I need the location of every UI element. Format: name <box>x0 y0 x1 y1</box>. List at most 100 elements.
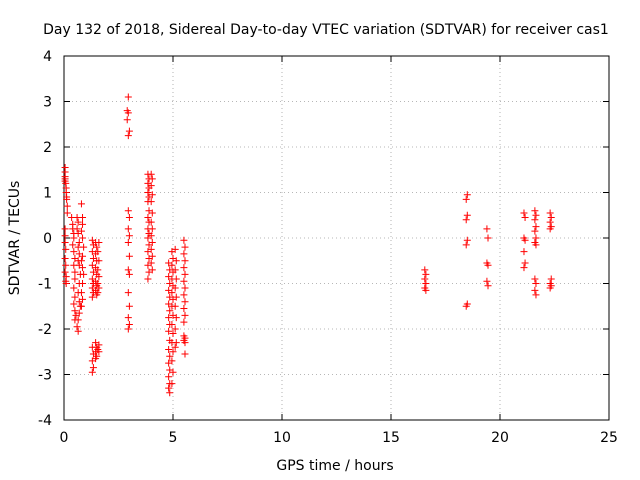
data-point <box>172 339 180 347</box>
data-point <box>180 264 188 272</box>
data-point <box>169 368 177 376</box>
data-point <box>148 225 156 233</box>
x-tick-label: 15 <box>382 430 400 446</box>
data-point <box>484 261 492 269</box>
data-point <box>125 302 133 310</box>
data-point <box>62 245 70 253</box>
y-tick-label: -2 <box>38 322 52 338</box>
data-point <box>166 352 174 360</box>
data-point <box>462 216 470 224</box>
data-point <box>79 220 87 228</box>
data-point <box>124 93 132 101</box>
data-point <box>547 214 555 222</box>
data-point <box>77 257 85 265</box>
axis-ticks <box>63 55 610 421</box>
data-point <box>180 236 188 244</box>
data-point <box>531 275 539 283</box>
x-tick-label: 25 <box>600 430 618 446</box>
data-point <box>148 175 156 183</box>
data-point <box>421 266 429 274</box>
data-point <box>168 289 176 297</box>
data-point <box>80 243 88 251</box>
data-point <box>165 373 173 381</box>
data-point <box>421 275 429 283</box>
data-point <box>70 284 78 292</box>
data-point <box>74 327 82 335</box>
data-point <box>172 314 180 322</box>
data-point <box>532 291 540 299</box>
data-point <box>148 209 156 217</box>
data-point <box>144 189 152 196</box>
data-point <box>520 248 528 256</box>
data-point <box>124 266 132 274</box>
y-tick-label: -3 <box>38 368 52 384</box>
data-point <box>77 302 85 310</box>
data-point <box>148 239 156 247</box>
y-tick-label: 0 <box>43 231 52 247</box>
data-point <box>531 227 539 235</box>
data-point <box>463 236 471 244</box>
data-point <box>484 282 492 290</box>
data-point <box>531 216 539 224</box>
data-point <box>124 225 132 233</box>
data-point <box>124 314 132 322</box>
data-point <box>180 291 188 299</box>
data-point <box>546 225 554 233</box>
data-point <box>181 311 189 319</box>
data-point <box>422 280 430 287</box>
data-point <box>95 348 103 356</box>
data-point <box>62 280 70 287</box>
data-point <box>124 109 132 117</box>
data-point <box>95 284 103 292</box>
data-point <box>73 225 81 233</box>
data-point <box>95 273 103 281</box>
data-point <box>69 241 77 249</box>
data-point <box>181 284 189 292</box>
data-point <box>124 289 132 297</box>
data-point <box>483 277 491 285</box>
data-point <box>463 191 471 199</box>
y-tick-label: 2 <box>43 140 52 156</box>
x-tick-label: 5 <box>169 430 178 446</box>
data-point <box>172 293 180 301</box>
data-point <box>63 209 71 217</box>
data-point <box>168 357 176 365</box>
data-point <box>147 198 155 206</box>
data-point <box>71 307 79 315</box>
data-point <box>77 289 85 297</box>
y-tick-labels: -4 -3 -2 -1 0 1 2 3 4 <box>38 49 52 429</box>
data-point <box>70 234 78 242</box>
data-point <box>181 243 189 251</box>
data-point <box>75 239 83 247</box>
data-point <box>147 232 155 240</box>
data-point <box>462 241 470 249</box>
data-point <box>171 325 179 333</box>
data-point <box>95 257 103 265</box>
data-point <box>74 218 82 226</box>
data-point <box>483 225 491 233</box>
data-point <box>125 214 133 222</box>
data-point <box>63 195 71 203</box>
data-point <box>171 343 179 351</box>
data-point <box>521 259 529 267</box>
data-point <box>88 368 96 376</box>
y-tick-label: 4 <box>43 49 52 65</box>
data-point <box>94 266 102 274</box>
data-point <box>71 293 79 301</box>
data-point <box>144 275 152 283</box>
data-point <box>172 275 180 283</box>
data-point <box>463 211 471 219</box>
chart-title: Day 132 of 2018, Sidereal Day-to-day VTE… <box>43 22 609 38</box>
data-point <box>521 214 529 222</box>
data-point <box>62 261 70 269</box>
data-point <box>70 248 78 256</box>
data-point <box>125 320 133 328</box>
data-point <box>532 280 540 287</box>
data-point <box>532 241 540 249</box>
data-point <box>532 211 540 219</box>
y-tick-label: 3 <box>43 95 52 111</box>
data-point <box>74 316 82 324</box>
data-point <box>462 195 470 203</box>
data-point <box>124 207 132 215</box>
